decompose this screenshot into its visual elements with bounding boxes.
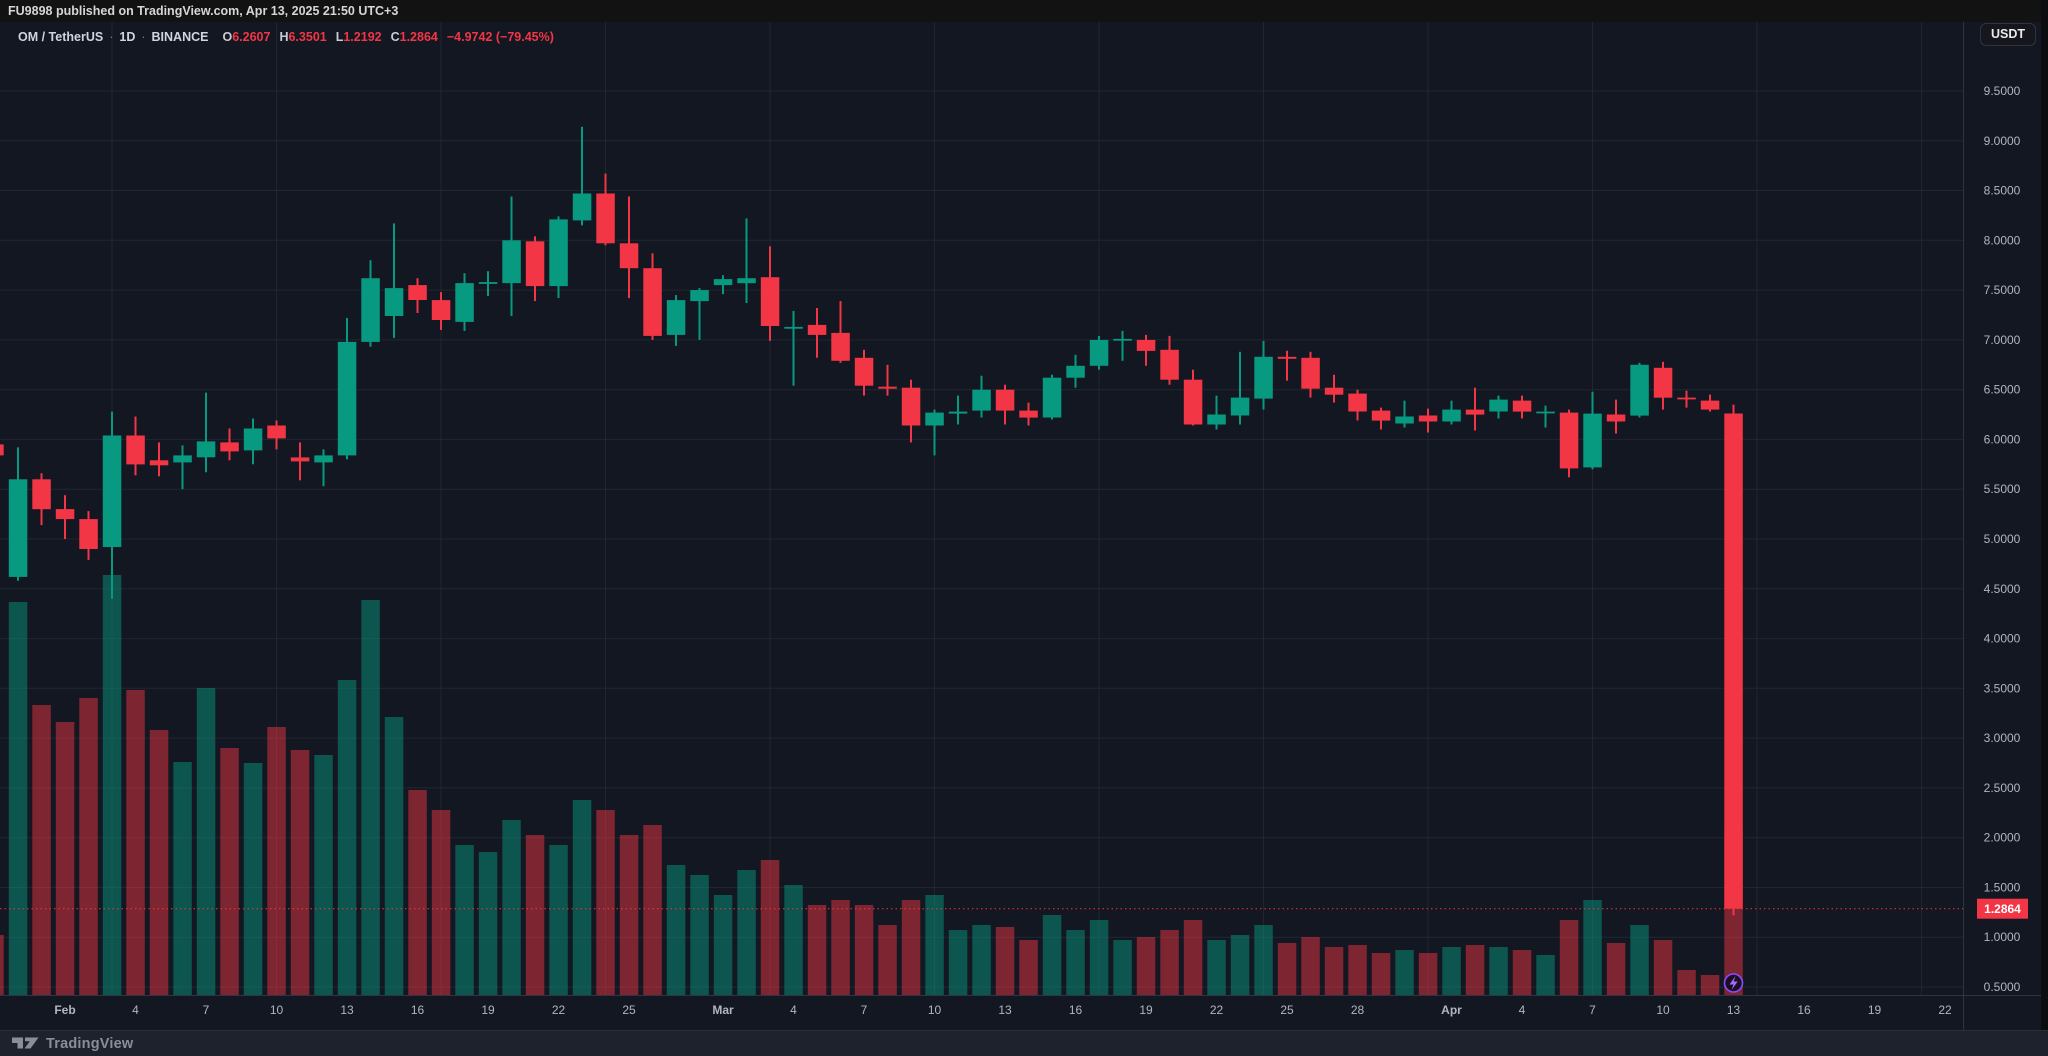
svg-text:3.0000: 3.0000: [1984, 731, 2021, 745]
svg-text:10: 10: [270, 1003, 284, 1017]
time-axis[interactable]: Feb 4 7 10 13 16 19 22 25 Mar 4 7 10 13 16 19 22 25 28 Apr 4…: [54, 1003, 1952, 1017]
svg-text:25: 25: [622, 1003, 636, 1017]
svg-text:4: 4: [1519, 1003, 1526, 1017]
currency-toggle-button[interactable]: USDT: [1979, 23, 2036, 46]
svg-text:16: 16: [1797, 1003, 1811, 1017]
svg-text:6.5000: 6.5000: [1984, 383, 2021, 397]
svg-text:5.5000: 5.5000: [1984, 482, 2021, 496]
publish-info-text: FU9898 published on TradingView.com, Apr…: [8, 4, 399, 18]
symbol-interval[interactable]: 1D: [119, 30, 136, 44]
svg-text:19: 19: [1868, 1003, 1882, 1017]
svg-text:Feb: Feb: [54, 1003, 75, 1017]
svg-text:28: 28: [1351, 1003, 1365, 1017]
svg-text:2.0000: 2.0000: [1984, 831, 2021, 845]
svg-text:10: 10: [1656, 1003, 1670, 1017]
svg-text:Mar: Mar: [712, 1003, 734, 1017]
symbol-title[interactable]: OM / TetherUS · 1D · BINANCE: [18, 30, 208, 44]
svg-text:4.5000: 4.5000: [1984, 582, 2021, 596]
tradingview-logo-icon[interactable]: [12, 1035, 39, 1052]
svg-text:13: 13: [998, 1003, 1012, 1017]
svg-text:5.0000: 5.0000: [1984, 532, 2021, 546]
svg-text:4: 4: [790, 1003, 797, 1017]
svg-text:7.5000: 7.5000: [1984, 283, 2021, 297]
svg-text:16: 16: [1069, 1003, 1083, 1017]
chart-background: [0, 22, 2048, 1030]
last-bar-event-icon[interactable]: [1723, 973, 1744, 993]
high-value: H6.3501: [279, 30, 327, 44]
svg-text:9.0000: 9.0000: [1984, 134, 2021, 148]
symbol-pair[interactable]: OM / TetherUS: [18, 30, 104, 44]
svg-text:2.5000: 2.5000: [1984, 781, 2021, 795]
svg-text:22: 22: [552, 1003, 566, 1017]
svg-text:1.0000: 1.0000: [1984, 930, 2021, 944]
price-axis[interactable]: 0.5000 1.0000 1.5000 2.0000 2.5000 3.0000 3.50…: [1984, 84, 2021, 994]
svg-text:8.5000: 8.5000: [1984, 184, 2021, 198]
svg-text:4: 4: [132, 1003, 139, 1017]
svg-text:3.5000: 3.5000: [1984, 681, 2021, 695]
svg-text:22: 22: [1938, 1003, 1952, 1017]
svg-text:0.5000: 0.5000: [1984, 980, 2021, 994]
publish-info-bar: FU9898 published on TradingView.com, Apr…: [0, 0, 2048, 22]
right-edge-strip: [2041, 0, 2048, 1030]
svg-text:19: 19: [481, 1003, 495, 1017]
svg-text:13: 13: [1727, 1003, 1741, 1017]
symbol-legend: OM / TetherUS · 1D · BINANCE O6.2607 H6.…: [18, 27, 554, 47]
axis-lines: [0, 22, 2048, 1030]
legend-separator: ·: [109, 30, 114, 44]
svg-text:6.0000: 6.0000: [1984, 432, 2021, 446]
svg-text:25: 25: [1280, 1003, 1294, 1017]
last-price-label: 1.2864: [1977, 898, 2028, 919]
grid: [0, 22, 1963, 995]
symbol-exchange[interactable]: BINANCE: [151, 30, 209, 44]
low-value: L1.2192: [335, 30, 382, 44]
tradingview-brand-text[interactable]: TradingView: [46, 1035, 134, 1052]
svg-text:Apr: Apr: [1441, 1003, 1462, 1017]
close-value: C1.2864: [390, 30, 438, 44]
svg-text:19: 19: [1139, 1003, 1153, 1017]
svg-text:13: 13: [340, 1003, 354, 1017]
svg-text:7: 7: [861, 1003, 868, 1017]
svg-text:7: 7: [1589, 1003, 1596, 1017]
svg-text:8.0000: 8.0000: [1984, 233, 2021, 247]
svg-text:16: 16: [411, 1003, 425, 1017]
svg-text:1.5000: 1.5000: [1984, 881, 2021, 895]
svg-text:1.2864: 1.2864: [1984, 902, 2021, 916]
change-value: −4.9742 (−79.45%): [446, 30, 554, 44]
candlestick-chart[interactable]: 0.5000 1.0000 1.5000 2.0000 2.5000 3.0000 3.50…: [0, 22, 2048, 1030]
open-value: O6.2607: [222, 30, 271, 44]
svg-text:9.5000: 9.5000: [1984, 84, 2021, 98]
legend-separator: ·: [141, 30, 146, 44]
ohlc-values: O6.2607 H6.3501 L1.2192 C1.2864 −4.9742 …: [222, 30, 553, 44]
candle-series: [0, 126, 1743, 916]
volume-series: [0, 575, 1743, 995]
footer-bar: TradingView: [0, 1030, 2048, 1056]
svg-text:7.0000: 7.0000: [1984, 333, 2021, 347]
svg-text:7: 7: [203, 1003, 210, 1017]
svg-text:22: 22: [1210, 1003, 1224, 1017]
svg-text:10: 10: [928, 1003, 942, 1017]
svg-text:4.0000: 4.0000: [1984, 632, 2021, 646]
